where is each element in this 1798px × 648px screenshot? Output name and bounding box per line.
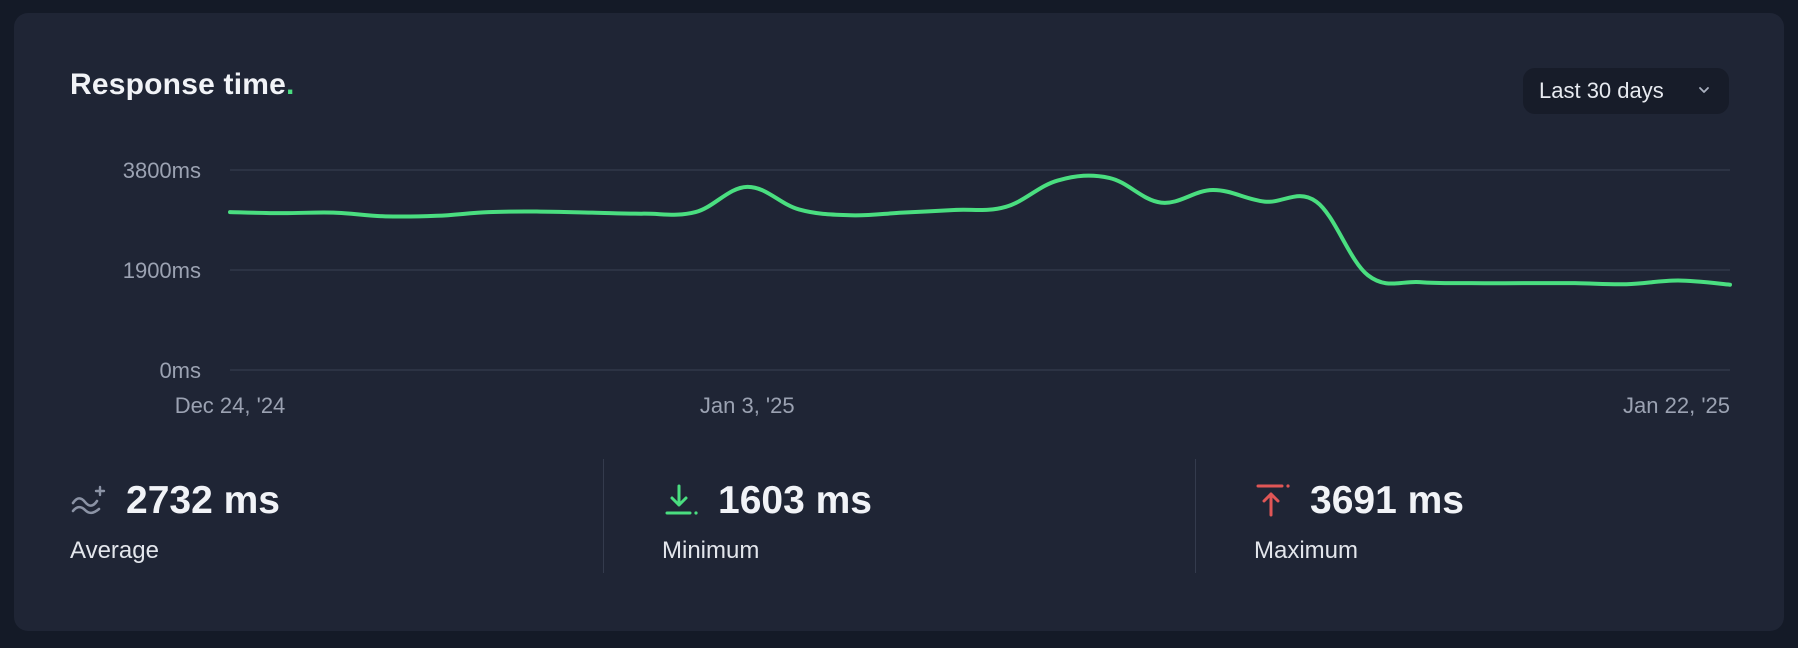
maximum-label: Maximum	[1254, 537, 1359, 564]
minimum-label: Minimum	[662, 537, 760, 564]
maximum-value: 3691 ms	[1310, 479, 1464, 522]
stat-maximum: 3691 ms Maximum	[1254, 459, 1724, 575]
date-range-select[interactable]: Last 30 days	[1523, 68, 1729, 114]
y-tick-label: 0ms	[159, 358, 201, 383]
x-tick-label: Jan 3, '25	[700, 393, 795, 418]
stat-divider	[1195, 459, 1196, 573]
trend-wave-icon	[71, 485, 106, 515]
arrow-down-to-line-icon	[665, 484, 698, 515]
arrow-up-from-line-icon	[1256, 484, 1290, 517]
x-tick-label: Jan 22, '25	[1623, 393, 1730, 418]
minimum-value: 1603 ms	[718, 479, 872, 522]
average-label: Average	[70, 537, 159, 564]
date-range-label: Last 30 days	[1539, 78, 1664, 103]
stat-average: 2732 ms Average	[70, 459, 540, 575]
y-tick-label: 3800ms	[123, 158, 201, 183]
response-time-card: Response time. Last 30 days 0ms 1900ms 380…	[14, 13, 1784, 631]
response-time-chart: 0ms 1900ms 3800ms Dec 24, '24 Jan 3, '25 Jan …	[123, 158, 1732, 418]
card-title: Response time.	[70, 68, 295, 101]
y-tick-label: 1900ms	[123, 258, 201, 283]
x-tick-label: Dec 24, '24	[175, 393, 286, 418]
stat-minimum: 1603 ms Minimum	[662, 459, 1132, 575]
chevron-down-icon	[1699, 87, 1709, 93]
stat-divider	[603, 459, 604, 573]
title-accent-dot: .	[286, 68, 295, 101]
series-line	[228, 173, 1732, 287]
stats-row: 2732 ms Average 1603 ms Minimum 3691 ms …	[14, 459, 1784, 589]
average-value: 2732 ms	[126, 479, 280, 522]
